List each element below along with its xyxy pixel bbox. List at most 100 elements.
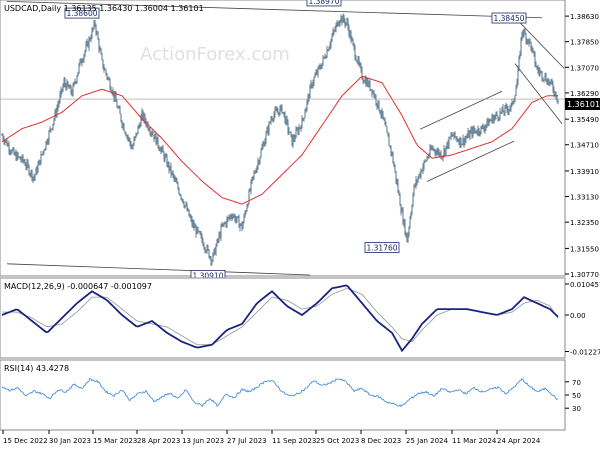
candle-body (284, 113, 286, 123)
candle-body (47, 141, 49, 144)
candle-body (529, 39, 531, 42)
macd-series-macd (1, 284, 559, 353)
candle-body (30, 170, 32, 174)
rsi-panel-frame (0, 359, 566, 431)
candle-body (43, 150, 45, 152)
candle-body (149, 130, 151, 134)
candle-body (165, 156, 167, 157)
candle-body (338, 23, 340, 26)
candle-body (230, 215, 232, 218)
candle-body (55, 111, 57, 116)
candle-body (553, 90, 555, 95)
price-tick-label: 1.35490 (570, 116, 599, 124)
candle-body (307, 95, 309, 101)
candle-body (290, 131, 292, 135)
candle-body (342, 15, 344, 23)
candle-body (526, 39, 528, 42)
candle-body (137, 126, 139, 134)
price-tick-label: 1.31550 (570, 245, 599, 253)
candles (1, 13, 559, 267)
candle-body (168, 162, 170, 170)
candle-body (117, 107, 119, 109)
candle-body (273, 114, 275, 120)
candle-body (491, 115, 493, 121)
candle-body (288, 130, 290, 133)
candle-body (238, 217, 240, 228)
candle-body (440, 152, 442, 159)
candle-body (341, 16, 343, 23)
candle-body (489, 120, 491, 122)
candle-body (200, 234, 202, 236)
candle-body (310, 83, 312, 87)
candle-body (5, 140, 7, 141)
candle-body (23, 160, 25, 162)
candle-body (253, 172, 255, 177)
candle-body (320, 68, 322, 69)
time-tick-label: 11 Mar 2024 (452, 437, 497, 445)
candle-body (392, 153, 394, 163)
candle-body (504, 106, 506, 114)
candle-body (319, 66, 321, 69)
candle-body (257, 161, 259, 167)
candle-body (220, 226, 222, 238)
candle-body (127, 136, 129, 139)
candle-body (4, 140, 6, 143)
candle-body (345, 22, 347, 25)
annotation-box (491, 12, 527, 24)
candle-body (84, 50, 86, 55)
candle-body (159, 149, 161, 152)
candle-body (334, 29, 336, 31)
candle-body (366, 80, 368, 86)
candle-body (393, 162, 395, 167)
candle-body (375, 95, 377, 104)
candle-body (485, 124, 487, 128)
annotation-label: 1.38450 (493, 14, 524, 23)
candle-body (331, 35, 333, 40)
candle-body (516, 82, 518, 89)
candle-body (280, 105, 282, 108)
candle-body (224, 222, 226, 224)
candle-body (379, 110, 381, 114)
candle-body (403, 220, 405, 224)
candle-body (402, 210, 404, 224)
candle-body (360, 65, 362, 69)
ma-line-path (1, 75, 558, 205)
candle-body (129, 138, 131, 144)
candle-body (418, 174, 420, 178)
candle-body (555, 91, 557, 99)
price-tick-label: 1.33910 (570, 168, 599, 176)
candle-body (423, 161, 425, 167)
candle-body (119, 108, 121, 114)
candle-body (153, 134, 155, 140)
candle-body (537, 68, 539, 71)
candle-body (92, 28, 94, 30)
candle-body (203, 245, 205, 248)
candle-body (466, 136, 468, 138)
candle-body (371, 88, 373, 94)
candle-body (120, 113, 122, 122)
candle-body (315, 72, 317, 76)
candle-body (420, 170, 422, 177)
candle-body (347, 21, 349, 28)
candle-body (458, 140, 460, 145)
candle-body (460, 137, 462, 146)
price-annotations: 1.38600 1.38970 1.38450 1.31760 1.30910 (64, 0, 527, 281)
candle-body (133, 139, 135, 146)
candle-body (482, 126, 484, 129)
candle-body (455, 136, 457, 138)
candle-body (548, 80, 550, 84)
candle-body (292, 137, 294, 146)
candle-body (169, 165, 171, 170)
candle-body (155, 134, 157, 145)
candle-body (180, 195, 182, 199)
candle-body (367, 80, 369, 87)
candle-body (157, 137, 159, 147)
time-tick-label: 15 Dec 2022 (3, 437, 48, 445)
price-tick-label: 1.37070 (570, 64, 599, 72)
candle-body (364, 79, 366, 83)
candle-body (141, 111, 143, 117)
candle-body (452, 135, 454, 137)
main-panel-frame (0, 0, 566, 277)
candle-body (75, 81, 77, 83)
candle-body (181, 198, 183, 200)
